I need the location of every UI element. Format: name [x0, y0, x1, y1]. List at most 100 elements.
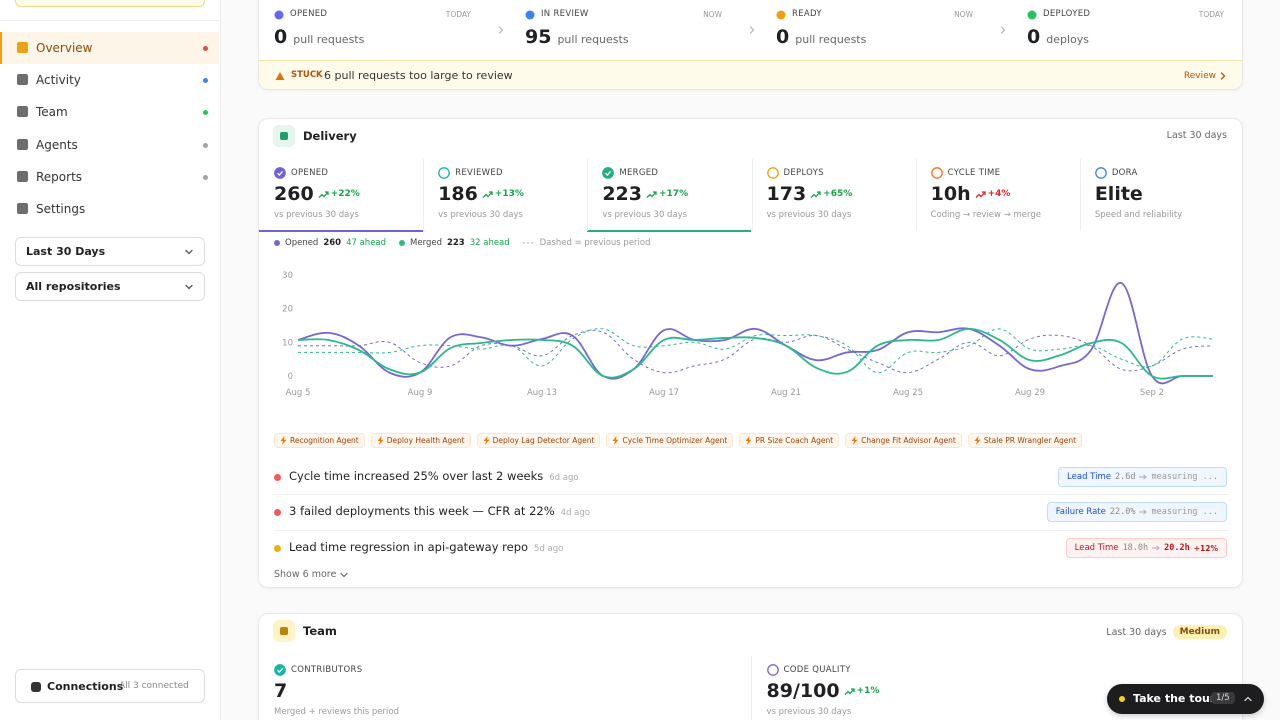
trend-arrow: [646, 190, 657, 198]
bolt-icon: [851, 436, 858, 445]
insight-row[interactable]: Lead time regression in api-gateway repo…: [289, 540, 563, 554]
bolt: [745, 436, 752, 445]
chevron: [1220, 71, 1226, 80]
chevron-path: [1000, 26, 1006, 34]
agent-chips: Recognition Agent Deploy Health Agent Depl…: [274, 433, 1083, 448]
connections[interactable]: Connections All 3 connected: [15, 669, 205, 703]
trend-path: [646, 190, 657, 198]
insight-row[interactable]: 3 failed deployments this week — CFR at …: [289, 504, 590, 518]
bolt-icon: [377, 436, 384, 445]
metric-divider: [1079, 159, 1081, 231]
agent-chip[interactable]: Cycle Time Optimizer Agent: [606, 433, 734, 448]
bolt-icon: [612, 436, 619, 445]
alert-action-label: Review: [1183, 70, 1216, 81]
agent-chip[interactable]: Change Fit Advisor Agent: [845, 433, 962, 448]
insight-badge: Failure Rate 22.0% measuring ...: [1046, 502, 1227, 522]
stage-icon: [274, 10, 284, 20]
agent-name: Recognition Agent: [290, 436, 359, 445]
y-tick-label: 0: [288, 372, 293, 382]
metric-change: +1%: [856, 686, 880, 696]
card: Delivery Last 30 days OPENED 260 +22% vs prev…: [258, 118, 1243, 588]
agent-chip[interactable]: Stale PR Wrangler Agent: [967, 433, 1083, 448]
card: OPENED TODAY 0 pull requests IN REVIEW NOW 95 p…: [258, 0, 1243, 90]
status-icon: [274, 664, 286, 676]
metric-value: Elite: [1094, 183, 1143, 205]
insight-age: 5d ago: [534, 544, 564, 554]
nav-item[interactable]: Agents: [0, 129, 219, 161]
metric-value-row: 89/100 +1%: [767, 680, 880, 702]
insight-badge: Lead Time 18.0h 20.2h +12%: [1065, 538, 1227, 558]
show-more[interactable]: Show 6 more: [274, 569, 349, 580]
plot: 0 10 20 30 Aug 5 Aug 9 Aug 13 Aug 17 Aug 21 Aug 2…: [282, 271, 1214, 398]
badge-label: Failure Rate: [1055, 507, 1106, 517]
trend-arrow: [844, 687, 855, 695]
insight-text: 3 failed deployments this week — CFR at …: [289, 504, 555, 518]
tour-step: 1/5: [1211, 692, 1235, 704]
legend-swatch: [274, 240, 280, 246]
metric-value: 260: [274, 183, 314, 205]
chevron: [1000, 26, 1006, 34]
badge-label: Lead Time: [1074, 543, 1119, 553]
metric-change: +65%: [823, 189, 853, 199]
x-tick-label: Aug 5: [286, 388, 311, 398]
status-circle: [930, 167, 943, 179]
team-level: Medium: [1172, 625, 1227, 639]
filter-label: Last 30 Days: [26, 245, 106, 258]
stage-count: 0: [1027, 26, 1041, 48]
nav-item[interactable]: Settings: [0, 193, 219, 225]
metric-note: vs previous 30 days: [766, 707, 852, 717]
arrow: [1139, 474, 1148, 480]
active-bar: [0, 32, 2, 64]
status-circle: [766, 664, 779, 676]
chevron-path: [185, 284, 193, 290]
status-circle: [602, 167, 615, 179]
stage-label: DEPLOYED: [1043, 9, 1091, 19]
status-icon: [766, 167, 779, 179]
metric-note: Coding → review → merge: [930, 210, 1041, 220]
card-icon-glyph: [280, 132, 288, 140]
card: Team Last 30 days Medium CONTRIBUTORS 7 Merge…: [258, 613, 1243, 720]
nav-label: Reports: [36, 169, 83, 184]
agent-chip[interactable]: Recognition Agent: [274, 433, 365, 448]
status-circle: [274, 664, 286, 676]
previous-line: [297, 329, 1214, 374]
nav-item[interactable]: Reports: [0, 161, 219, 193]
nav-item[interactable]: Overview: [0, 32, 219, 64]
metric-selected: [587, 230, 752, 232]
chevron-path: [749, 26, 755, 34]
nav-item[interactable]: Team: [0, 96, 219, 128]
stage-when: NOW: [954, 10, 973, 19]
x-tick-label: Aug 25: [893, 388, 923, 398]
stage-icon: [525, 10, 535, 20]
filter-select[interactable]: All repositories: [15, 272, 205, 301]
nav-icon: [17, 203, 28, 214]
status-circle: [274, 167, 286, 179]
metric-note: vs previous 30 days: [438, 210, 523, 220]
line-chart: 0 10 20 30 Aug 5 Aug 9 Aug 13 Aug 17 Aug 21 Aug 2…: [282, 271, 1214, 398]
insight-text: Cycle time increased 25% over last 2 wee…: [289, 469, 544, 483]
metric-label: MERGED: [619, 168, 659, 178]
alert-action[interactable]: Review: [1183, 61, 1228, 89]
alert-row: STUCK 6 pull requests too large to review…: [259, 60, 1242, 89]
check: [277, 170, 284, 176]
tour-button[interactable]: Take the tour 1/5: [1107, 684, 1264, 714]
metric-label: CODE QUALITY: [783, 665, 851, 675]
sidebar: Overview Activity Team Agents Reports Setting…: [0, 0, 221, 720]
insight-row[interactable]: Cycle time increased 25% over last 2 wee…: [289, 469, 579, 483]
metric-value-row: 10h +4%: [931, 183, 1011, 205]
agent-chip[interactable]: Deploy Lag Detector Agent: [476, 433, 601, 448]
agent-chip[interactable]: Deploy Health Agent: [370, 433, 471, 448]
nav-item[interactable]: Activity: [0, 64, 219, 96]
badge-from: 2.6d: [1114, 472, 1136, 482]
agent-chip[interactable]: PR Size Coach Agent: [739, 433, 840, 448]
nav-dot: [203, 174, 208, 180]
nav-label: Overview: [36, 41, 93, 55]
bolt-icon: [483, 436, 490, 445]
chart-legend: Opened 260 47 ahead Merged 223 32 ahead Dashed…: [274, 238, 651, 248]
filter-select[interactable]: Last 30 Days: [15, 237, 205, 266]
stage-icon: [776, 10, 786, 20]
series-line: [297, 327, 1213, 380]
metric-note: vs previous 30 days: [274, 210, 359, 220]
trend-path: [810, 190, 821, 198]
